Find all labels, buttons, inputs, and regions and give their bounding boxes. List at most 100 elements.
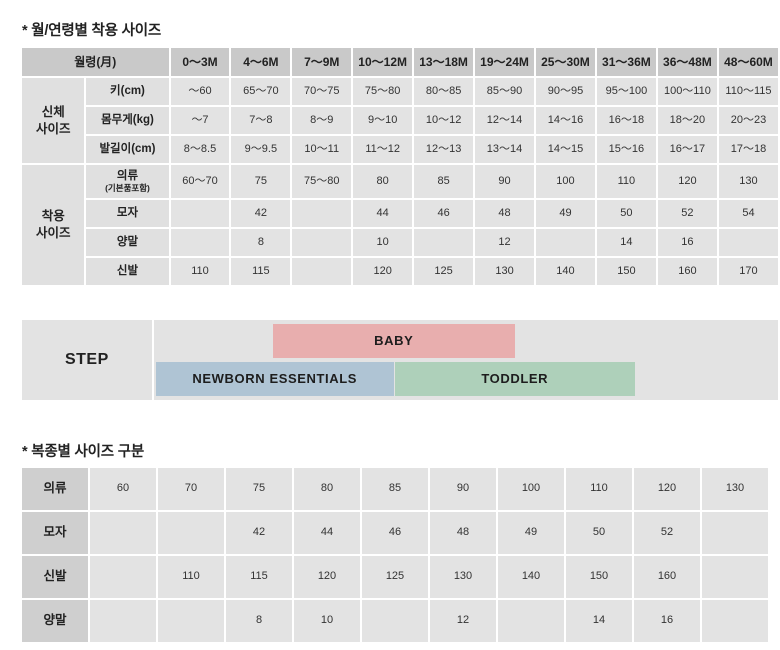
group-label-line1: 착용 bbox=[41, 209, 65, 224]
header-age-col-5: 19〜24M bbox=[475, 48, 534, 76]
cat-clothing-3: 80 bbox=[294, 468, 360, 510]
cat-hat-6: 49 bbox=[498, 512, 564, 554]
cell-shoes-6: 140 bbox=[536, 258, 595, 285]
row-label-clothing: 의류 (기본품포함) bbox=[86, 165, 169, 198]
cell-weight-8: 18〜20 bbox=[657, 107, 717, 134]
cell-shoes-5: 130 bbox=[475, 258, 534, 285]
row-label-weight: 몸무게(kg) bbox=[86, 107, 169, 134]
cell-weight-3: 9〜10 bbox=[353, 107, 413, 134]
cell-shoes-0: 110 bbox=[170, 258, 230, 285]
cell-foot-1: 9〜9.5 bbox=[231, 136, 291, 163]
row-label-shoes: 신발 bbox=[86, 258, 169, 285]
cell-foot-2: 10〜11 bbox=[292, 136, 352, 163]
cell-shoes-7: 150 bbox=[596, 258, 656, 285]
cat-clothing-8: 120 bbox=[634, 468, 700, 510]
cat-clothing-9: 130 bbox=[702, 468, 768, 510]
cell-clothing-8: 120 bbox=[657, 165, 717, 198]
cell-weight-7: 16〜18 bbox=[596, 107, 656, 134]
cell-clothing-3: 80 bbox=[353, 165, 413, 198]
cat-socks-4 bbox=[362, 600, 428, 642]
cell-height-4: 80〜85 bbox=[414, 78, 474, 105]
cell-weight-1: 7〜8 bbox=[231, 107, 291, 134]
cell-weight-2: 8〜9 bbox=[292, 107, 352, 134]
step-range-table: STEP BABY NEWBORN ESSENTIALS TODDLER bbox=[20, 318, 780, 402]
cell-clothing-0: 60〜70 bbox=[170, 165, 230, 198]
group-label-wear-size: 착용 사이즈 bbox=[22, 165, 85, 285]
category-size-table: 의류 60 70 75 80 85 90 100 110 120 130 모자 … bbox=[20, 466, 770, 644]
cat-socks-7: 14 bbox=[566, 600, 632, 642]
cell-foot-4: 12〜13 bbox=[414, 136, 474, 163]
header-age-col-2: 7〜9M bbox=[292, 48, 352, 76]
cell-socks-0 bbox=[170, 229, 230, 256]
table-row: 신발 110 115 120 125 130 140 150 160 170 bbox=[22, 258, 778, 285]
cell-hat-5: 48 bbox=[475, 200, 534, 227]
row-label-socks: 양말 bbox=[86, 229, 169, 256]
step-bar-baby: BABY bbox=[272, 324, 515, 358]
cat-shoes-7: 150 bbox=[566, 556, 632, 598]
cat-shoes-5: 130 bbox=[430, 556, 496, 598]
group-label-line2: 사이즈 bbox=[35, 121, 71, 136]
cell-shoes-4: 125 bbox=[414, 258, 474, 285]
cat-shoes-9 bbox=[702, 556, 768, 598]
cat-shoes-8: 160 bbox=[634, 556, 700, 598]
cell-height-2: 70〜75 bbox=[292, 78, 352, 105]
cell-shoes-9: 170 bbox=[718, 258, 778, 285]
cell-height-0: 〜60 bbox=[170, 78, 230, 105]
cell-foot-6: 14〜15 bbox=[536, 136, 595, 163]
cell-foot-8: 16〜17 bbox=[657, 136, 717, 163]
section-title-category-size: * 복종별 사이즈 구분 bbox=[22, 444, 145, 460]
cell-clothing-9: 130 bbox=[718, 165, 778, 198]
table-row: 모자 42 44 46 48 49 50 52 bbox=[22, 512, 768, 554]
cell-height-9: 110〜115 bbox=[718, 78, 778, 105]
cell-socks-8: 16 bbox=[657, 229, 717, 256]
cell-weight-4: 10〜12 bbox=[414, 107, 474, 134]
cat-hat-5: 48 bbox=[430, 512, 496, 554]
cell-foot-9: 17〜18 bbox=[718, 136, 778, 163]
cat-hat-1 bbox=[158, 512, 224, 554]
cat-clothing-2: 75 bbox=[226, 468, 292, 510]
cell-weight-5: 12〜14 bbox=[475, 107, 534, 134]
row-label-foot-length: 발길이(cm) bbox=[86, 136, 169, 163]
header-age-col-1: 4〜6M bbox=[231, 48, 291, 76]
cell-socks-2 bbox=[292, 229, 352, 256]
cat-hat-8: 52 bbox=[634, 512, 700, 554]
cat-clothing-0: 60 bbox=[90, 468, 156, 510]
cat-shoes-4: 125 bbox=[362, 556, 428, 598]
cell-hat-9: 54 bbox=[718, 200, 778, 227]
group-label-line2: 사이즈 bbox=[35, 226, 71, 240]
header-age-col-0: 0〜3M bbox=[170, 48, 230, 76]
cell-height-7: 95〜100 bbox=[596, 78, 656, 105]
table-row: 신발 110 115 120 125 130 140 150 160 bbox=[22, 556, 768, 598]
step-bars-area: BABY NEWBORN ESSENTIALS TODDLER bbox=[153, 320, 778, 400]
cell-shoes-1: 115 bbox=[231, 258, 291, 285]
cat-clothing-7: 110 bbox=[566, 468, 632, 510]
table-row: 의류 60 70 75 80 85 90 100 110 120 130 bbox=[22, 468, 768, 510]
cat-clothing-5: 90 bbox=[430, 468, 496, 510]
cat-hat-3: 44 bbox=[294, 512, 360, 554]
cell-height-8: 100〜110 bbox=[657, 78, 717, 105]
table-row: 몸무게(kg) 〜7 7〜8 8〜9 9〜10 10〜12 12〜14 14〜1… bbox=[22, 107, 778, 134]
monthly-age-size-table: 월령(月) 0〜3M 4〜6M 7〜9M 10〜12M 13〜18M 19〜24… bbox=[20, 46, 780, 287]
cell-height-3: 75〜80 bbox=[353, 78, 413, 105]
header-age-col-9: 48〜60M bbox=[718, 48, 778, 76]
cat-shoes-3: 120 bbox=[294, 556, 360, 598]
table-row: 착용 사이즈 의류 (기본품포함) 60〜70 75 75〜80 80 85 9… bbox=[22, 165, 778, 285]
cell-socks-4 bbox=[414, 229, 474, 256]
cat-hat-9 bbox=[702, 512, 768, 554]
cat-socks-5: 12 bbox=[430, 600, 496, 642]
cell-shoes-8: 160 bbox=[657, 258, 717, 285]
step-label: STEP bbox=[22, 320, 152, 400]
cat-socks-6 bbox=[498, 600, 564, 642]
cell-hat-3: 44 bbox=[353, 200, 413, 227]
cell-weight-9: 20〜23 bbox=[718, 107, 778, 134]
cat-row-label-socks: 양말 bbox=[22, 600, 88, 642]
cat-socks-0 bbox=[90, 600, 156, 642]
cat-row-label-hat: 모자 bbox=[22, 512, 88, 554]
cell-socks-7: 14 bbox=[596, 229, 656, 256]
cat-socks-2: 8 bbox=[226, 600, 292, 642]
cat-socks-9 bbox=[702, 600, 768, 642]
row-label-height: 키(cm) bbox=[86, 78, 169, 105]
table-row: 양말 8 10 12 14 16 bbox=[22, 229, 778, 256]
cell-shoes-3: 120 bbox=[353, 258, 413, 285]
header-age-col-4: 13〜18M bbox=[414, 48, 474, 76]
